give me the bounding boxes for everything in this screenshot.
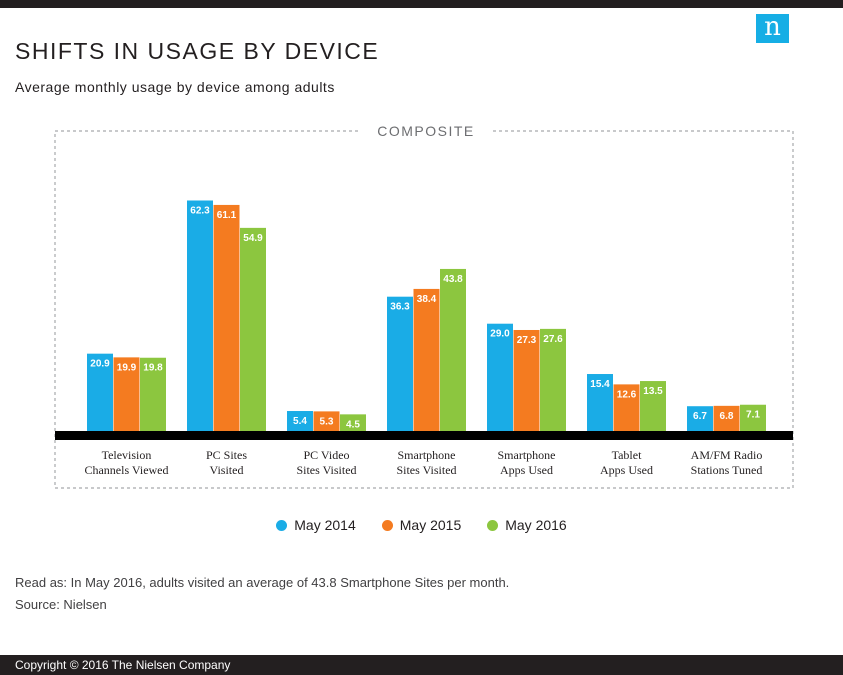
- legend-item: May 2016: [487, 517, 567, 533]
- data-label: 62.3: [190, 205, 210, 216]
- data-label: 27.3: [517, 335, 537, 346]
- data-label: 36.3: [390, 302, 410, 313]
- bar: [113, 357, 140, 431]
- bar: [240, 227, 266, 431]
- category-label: PC Video: [303, 448, 349, 462]
- bar: [440, 268, 466, 431]
- data-label: 29.0: [490, 329, 510, 340]
- bar: [340, 414, 366, 431]
- legend-dot-icon: [276, 519, 288, 531]
- data-label: 43.8: [443, 274, 463, 285]
- category-label: PC Sites: [206, 448, 247, 462]
- category-label: Apps Used: [600, 463, 653, 477]
- legend: May 2014 May 2015 May 2016: [0, 517, 843, 533]
- data-label: 7.1: [746, 410, 760, 421]
- category-label: Tablet: [612, 448, 642, 462]
- data-label: 19.8: [143, 363, 163, 374]
- bar: [740, 404, 766, 431]
- category-label: Smartphone: [398, 448, 456, 462]
- copyright-text: Copyright © 2016 The Nielsen Company: [15, 658, 231, 672]
- bar: [587, 374, 613, 431]
- panel-label: COMPOSITE: [361, 121, 491, 141]
- bar: [613, 384, 640, 431]
- bar: [413, 288, 440, 431]
- bar: [87, 353, 113, 431]
- data-label: 5.3: [320, 416, 334, 427]
- data-label: 54.9: [243, 233, 263, 244]
- category-label: Visited: [210, 463, 244, 477]
- nielsen-logo: n: [756, 14, 789, 43]
- category-label: Sites Visited: [396, 463, 456, 477]
- bar: [640, 381, 666, 431]
- bar: [687, 406, 713, 431]
- footer-bar: Copyright © 2016 The Nielsen Company: [0, 655, 843, 675]
- bar: [140, 357, 166, 431]
- data-label: 4.5: [346, 419, 360, 430]
- top-bar: [0, 0, 843, 8]
- category-label: Apps Used: [500, 463, 553, 477]
- chart-subtitle: Average monthly usage by device among ad…: [15, 79, 335, 95]
- legend-dot-icon: [487, 519, 499, 531]
- bar: [540, 328, 566, 431]
- category-label: Channels Viewed: [84, 463, 168, 477]
- category-label: AM/FM Radio: [691, 448, 763, 462]
- baseline-bar: [55, 431, 793, 440]
- data-label: 6.7: [693, 411, 707, 422]
- read-as-note: Read as: In May 2016, adults visited an …: [15, 575, 510, 590]
- data-label: 5.4: [293, 416, 307, 427]
- data-label: 13.5: [643, 386, 663, 397]
- legend-label: May 2014: [294, 517, 356, 533]
- data-label: 12.6: [617, 389, 637, 400]
- data-label: 38.4: [417, 294, 437, 305]
- bar: [513, 329, 540, 431]
- source-note: Source: Nielsen: [15, 597, 107, 612]
- data-label: 19.9: [117, 362, 137, 373]
- category-label: Smartphone: [498, 448, 556, 462]
- data-label: 20.9: [90, 359, 110, 370]
- category-label: Sites Visited: [296, 463, 356, 477]
- legend-label: May 2015: [399, 517, 462, 533]
- bar: [487, 323, 513, 431]
- legend-dot-icon: [381, 519, 393, 531]
- bar: [213, 204, 240, 431]
- data-label: 6.8: [720, 411, 734, 422]
- data-label: 15.4: [590, 379, 610, 390]
- data-label: 61.1: [217, 210, 237, 221]
- chart-title: SHIFTS IN USAGE BY DEVICE: [15, 38, 380, 64]
- bar: [713, 405, 740, 431]
- category-label: Stations Tuned: [691, 463, 763, 477]
- legend-item: May 2014: [276, 517, 356, 533]
- category-label: Television: [102, 448, 152, 462]
- legend-item: May 2015: [381, 517, 462, 533]
- legend-label: May 2016: [505, 517, 567, 533]
- bar: [187, 200, 213, 431]
- data-label: 27.6: [543, 334, 563, 345]
- bar: [287, 411, 313, 431]
- bar: [313, 411, 340, 431]
- bar: [387, 296, 413, 431]
